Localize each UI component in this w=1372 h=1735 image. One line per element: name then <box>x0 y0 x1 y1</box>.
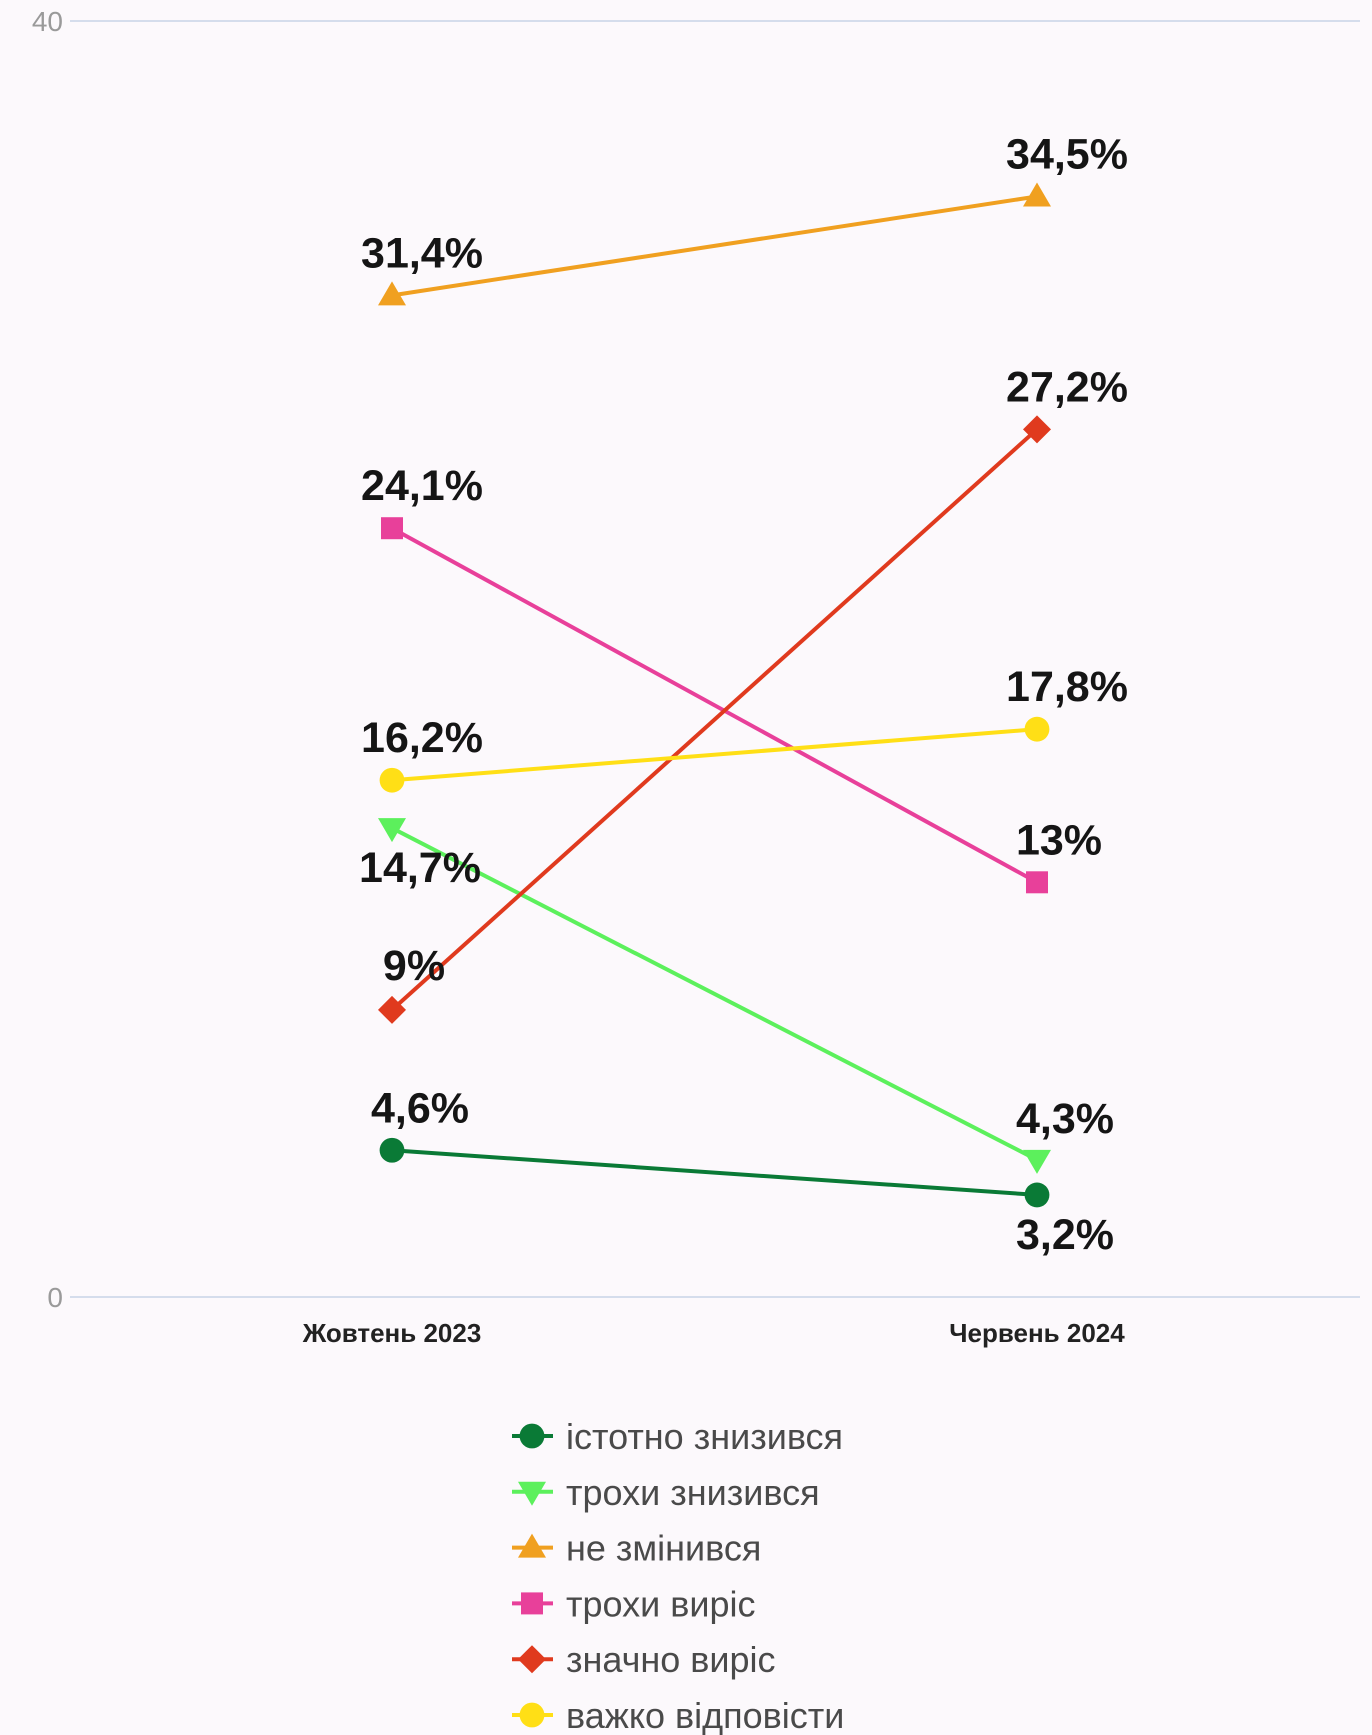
x-tick-label: Жовтень 2023 <box>302 1318 482 1348</box>
data-label: 9% <box>383 942 445 990</box>
data-point <box>1023 415 1051 444</box>
legend-label: трохи виріс <box>566 1583 756 1624</box>
data-point <box>378 281 406 306</box>
legend-item[interactable]: істотно знизився <box>512 1416 843 1457</box>
series-line <box>391 826 1038 1162</box>
data-point <box>379 767 405 793</box>
legend-item[interactable]: не змінився <box>512 1528 761 1569</box>
data-point <box>1023 1149 1051 1174</box>
legend-label: важко відповісти <box>566 1695 844 1735</box>
data-point <box>1026 871 1048 894</box>
data-point <box>378 995 406 1024</box>
data-point <box>379 1137 405 1163</box>
series-5 <box>378 415 1051 1024</box>
legend-label: істотно знизився <box>566 1416 843 1457</box>
data-point <box>1024 716 1050 742</box>
series-2 <box>378 818 1051 1174</box>
data-label: 3,2% <box>1016 1211 1114 1259</box>
data-label: 17,8% <box>1006 663 1128 711</box>
data-point <box>1024 1182 1050 1208</box>
series-line <box>391 194 1038 298</box>
series-line <box>391 526 1038 885</box>
series-line <box>391 1148 1038 1197</box>
y-tick-label: 40 <box>32 6 63 37</box>
legend-marker <box>519 1702 545 1728</box>
legend-item[interactable]: значно виріс <box>512 1639 776 1680</box>
y-tick-label: 0 <box>47 1282 63 1313</box>
legend-item[interactable]: важко відповісти <box>512 1695 844 1735</box>
legend-item[interactable]: трохи знизився <box>512 1472 820 1513</box>
legend-marker <box>518 1481 546 1506</box>
series-4 <box>381 517 1048 894</box>
data-point <box>1023 182 1051 207</box>
series-line <box>391 727 1038 783</box>
series-line <box>390 427 1039 1012</box>
data-label: 34,5% <box>1006 130 1128 178</box>
data-label: 27,2% <box>1006 363 1128 411</box>
series-6 <box>379 716 1050 793</box>
data-point <box>378 818 406 843</box>
legend-marker <box>518 1533 546 1558</box>
data-label: 4,6% <box>371 1084 469 1132</box>
data-point <box>381 517 403 540</box>
legend-label: не змінився <box>566 1528 761 1569</box>
data-label: 31,4% <box>361 229 483 277</box>
legend-label: трохи знизився <box>566 1472 820 1513</box>
data-label: 16,2% <box>361 714 483 762</box>
legend-label: значно виріс <box>566 1639 776 1680</box>
x-tick-label: Червень 2024 <box>949 1318 1125 1348</box>
legend-marker <box>518 1645 546 1674</box>
data-label: 13% <box>1016 816 1102 864</box>
legend: істотно знизився трохи знизився не змінивс… <box>512 1416 844 1735</box>
data-label: 14,7% <box>359 844 481 892</box>
series-1 <box>379 1137 1050 1208</box>
legend-marker <box>521 1592 543 1615</box>
series-3 <box>378 182 1051 306</box>
data-label: 24,1% <box>361 462 483 510</box>
legend-item[interactable]: трохи виріс <box>512 1583 756 1624</box>
data-label: 4,3% <box>1016 1095 1114 1143</box>
legend-marker <box>519 1423 545 1449</box>
